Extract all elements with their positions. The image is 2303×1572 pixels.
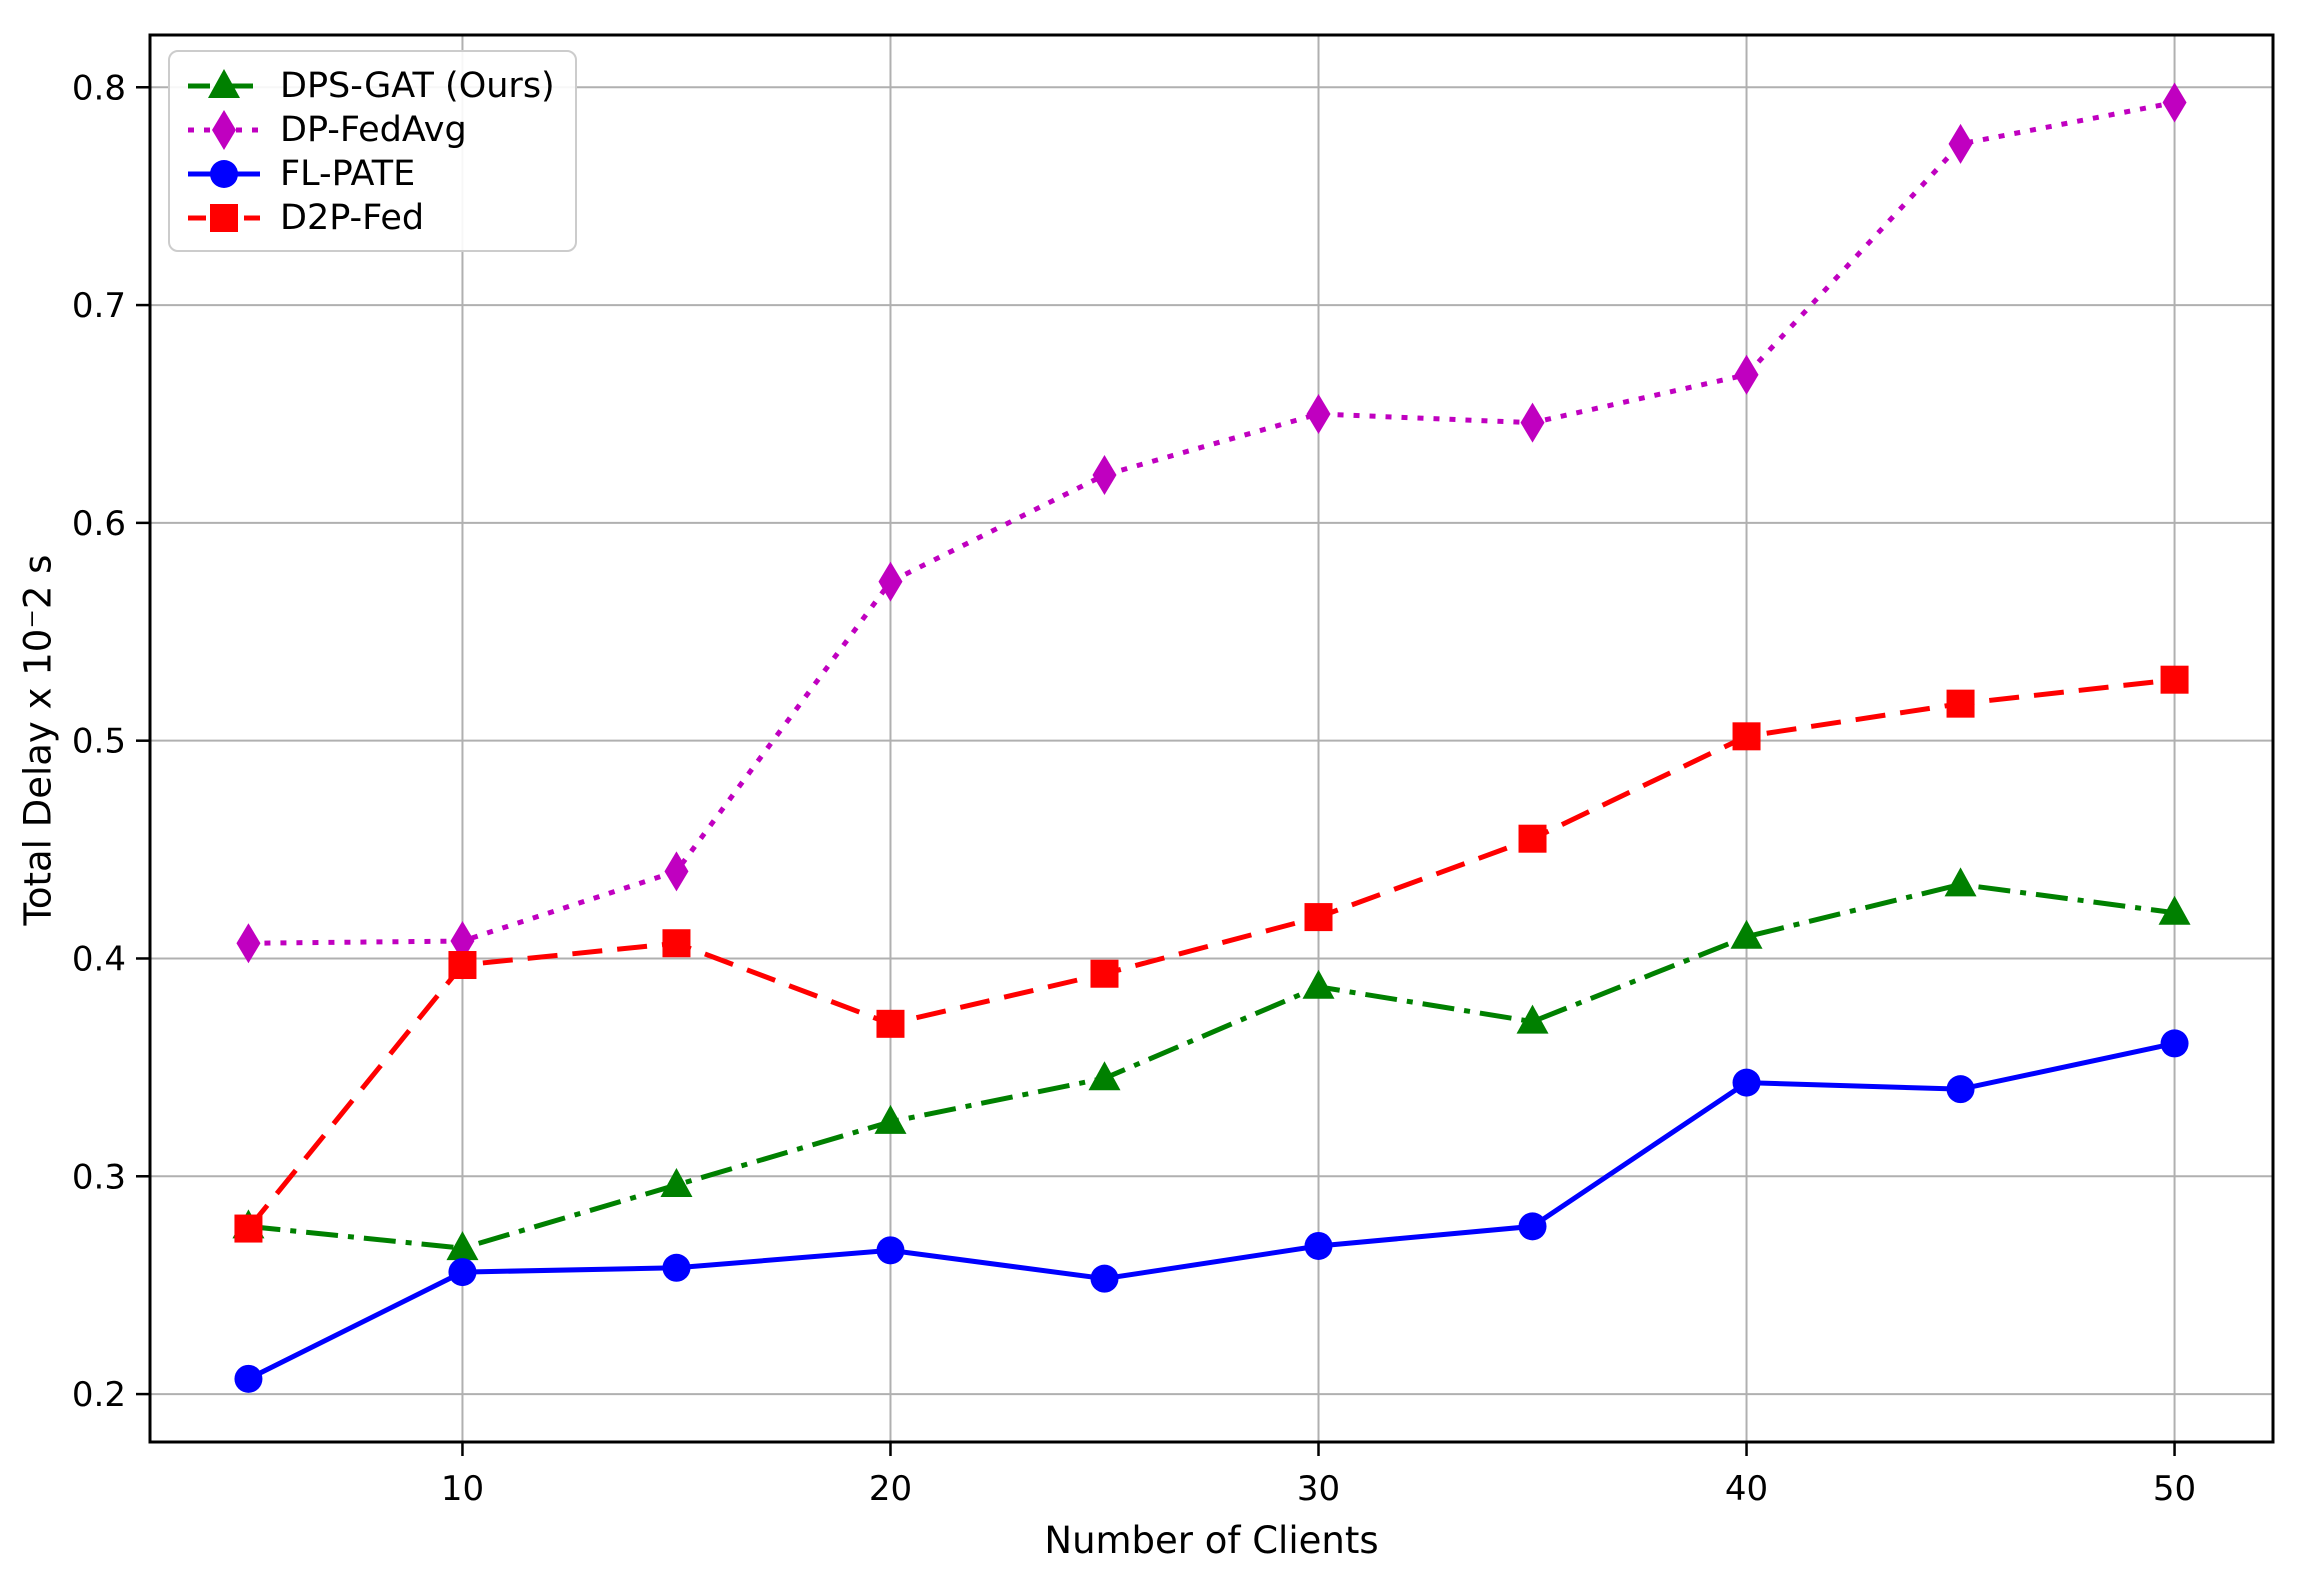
marker-diamond: [1306, 393, 1331, 434]
marker-diamond: [212, 110, 236, 150]
tick-label-y-0.3: 0.3: [72, 1157, 126, 1197]
marker-circle: [210, 160, 238, 188]
tick-label-y-0.5: 0.5: [72, 722, 126, 762]
marker-square: [1518, 824, 1547, 853]
marker-square: [1946, 689, 1975, 718]
marker-triangle: [1944, 867, 1977, 897]
marker-triangle: [2158, 895, 2191, 925]
tick-label-y-0.2: 0.2: [72, 1375, 126, 1415]
marker-circle: [1518, 1212, 1547, 1241]
marker-diamond: [664, 851, 689, 892]
legend-label-fl-pate: FL-PATE: [280, 154, 416, 194]
legend-sample-fl-pate: [188, 160, 260, 188]
series-line-dps-gat-ours: [248, 881, 2175, 1251]
series-dps-gat-ours: [232, 867, 2191, 1261]
marker-triangle: [660, 1167, 693, 1197]
tick-label-y-0.7: 0.7: [72, 286, 126, 326]
marker-triangle: [1730, 919, 1763, 949]
marker-diamond: [236, 923, 261, 964]
marker-circle: [448, 1258, 477, 1287]
marker-square: [2160, 665, 2189, 694]
marker-square: [876, 1009, 905, 1038]
marker-diamond: [1734, 354, 1759, 395]
marker-diamond: [2162, 82, 2187, 123]
series-fl-pate: [234, 1029, 2189, 1393]
legend-sample-dp-fedavg: [188, 110, 260, 150]
marker-circle: [1946, 1075, 1975, 1104]
x-axis-label: Number of Clients: [1044, 1519, 1379, 1562]
marker-triangle: [1516, 1004, 1549, 1034]
series-d2p-fed: [234, 665, 2189, 1243]
tick-label-y-0.6: 0.6: [72, 504, 126, 544]
marker-circle: [234, 1364, 263, 1393]
marker-triangle: [1302, 969, 1335, 999]
marker-square: [234, 1214, 263, 1243]
legend-item-fl-pate: FL-PATE: [186, 152, 555, 196]
legend-sample-dps-gat-ours: [188, 69, 260, 98]
marker-circle: [876, 1236, 905, 1265]
legend-label-dps-gat-ours: DPS-GAT (Ours): [280, 66, 555, 106]
series-line-d2p-fed: [246, 677, 2175, 1231]
marker-square: [448, 951, 477, 980]
marker-diamond: [1092, 454, 1117, 495]
axis-ticks: 10 20 30 40 50 0.2 0.3 0.4 0.5 0.6 0.7 0.8: [72, 68, 2196, 1509]
legend-item-d2p-fed: D2P-Fed: [186, 196, 555, 240]
marker-square: [210, 204, 238, 232]
marker-square: [1732, 722, 1761, 751]
legend-label-dp-fedavg: DP-FedAvg: [280, 110, 467, 150]
marker-circle: [1090, 1264, 1119, 1293]
marker-circle: [1732, 1068, 1761, 1097]
tick-label-x-50: 50: [2153, 1469, 2196, 1509]
marker-circle: [662, 1253, 691, 1282]
legend-label-d2p-fed: D2P-Fed: [280, 198, 425, 238]
tick-label-x-40: 40: [1725, 1469, 1768, 1509]
marker-circle: [1304, 1231, 1333, 1260]
tick-label-y-0.4: 0.4: [72, 939, 126, 979]
y-axis-label: Total Delay x 10⁻2 s: [16, 554, 60, 926]
legend-item-dps-gat-ours: DPS-GAT (Ours): [186, 64, 555, 108]
legend-sample-d2p-fed: [188, 204, 260, 232]
marker-triangle: [1088, 1061, 1121, 1091]
marker-square: [1304, 903, 1333, 932]
series-line-fl-pate: [247, 1040, 2176, 1382]
series-dp-fedavg: [236, 82, 2187, 964]
legend-item-dp-fedavg: DP-FedAvg: [186, 108, 555, 152]
marker-diamond: [1520, 402, 1545, 443]
plot-frame: [148, 33, 2275, 1444]
tick-label-x-30: 30: [1297, 1469, 1340, 1509]
marker-square: [1090, 959, 1119, 988]
legend: DPS-GAT (Ours) DP-FedAvg FL-PATE D2P-Fed: [168, 50, 577, 252]
marker-triangle: [446, 1231, 479, 1261]
marker-diamond: [1948, 123, 1973, 164]
marker-triangle: [208, 69, 240, 98]
marker-diamond: [878, 561, 903, 602]
marker-circle: [2160, 1029, 2189, 1058]
tick-label-y-0.8: 0.8: [72, 68, 126, 108]
tick-label-x-10: 10: [441, 1469, 484, 1509]
marker-square: [662, 929, 691, 958]
marker-triangle: [874, 1104, 907, 1134]
tick-label-x-20: 20: [869, 1469, 912, 1509]
